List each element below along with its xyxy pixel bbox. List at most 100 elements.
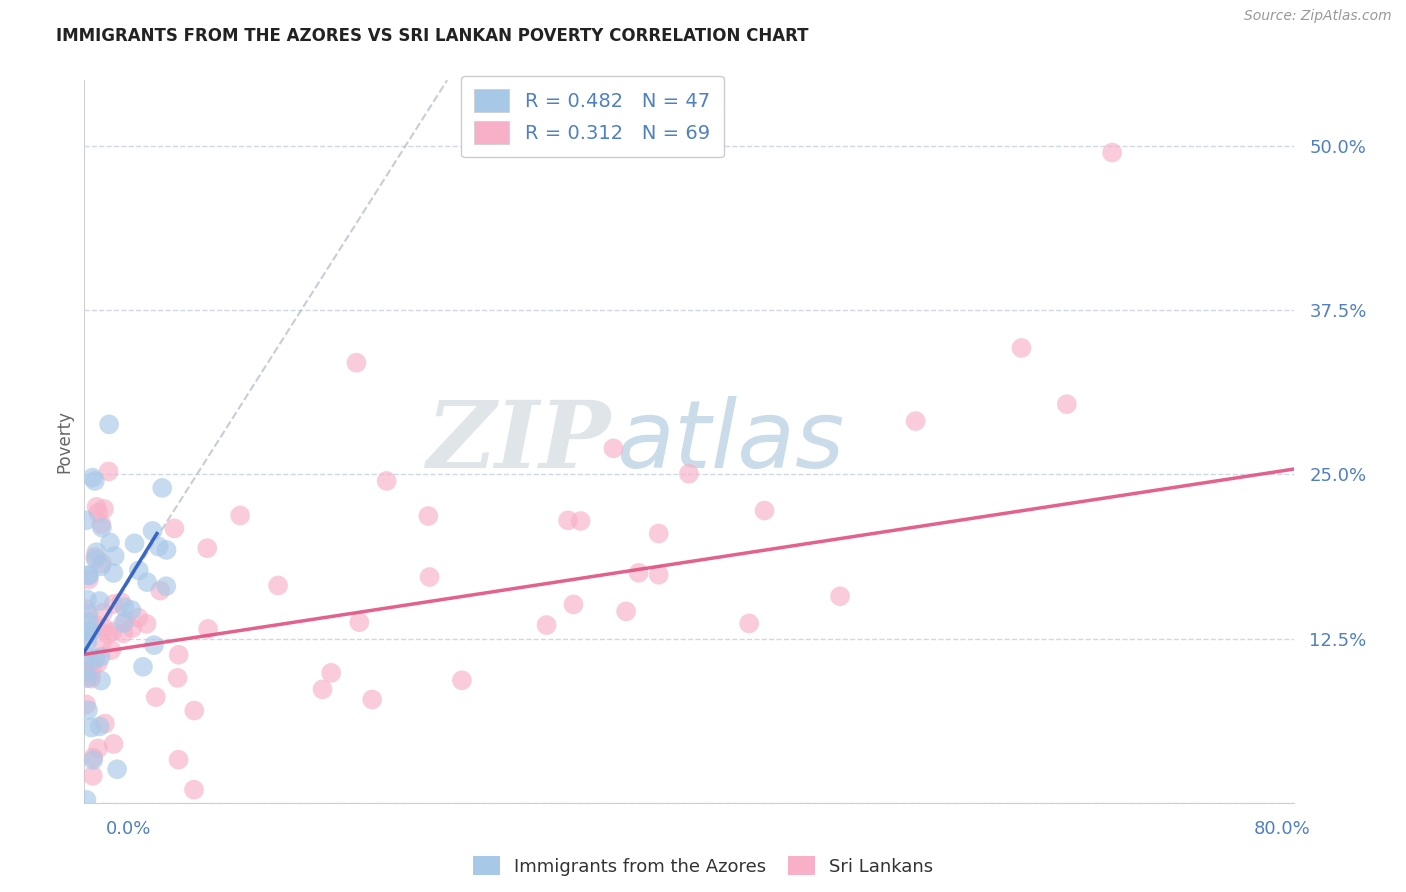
Point xyxy=(114,600,136,615)
Point xyxy=(163,521,186,535)
Point xyxy=(349,615,371,630)
Text: 80.0%: 80.0% xyxy=(1254,820,1310,838)
Point xyxy=(75,513,97,527)
Point xyxy=(80,624,103,639)
Point xyxy=(114,614,136,628)
Point xyxy=(93,621,115,635)
Point xyxy=(90,673,112,688)
Point xyxy=(132,659,155,673)
Point xyxy=(83,474,105,488)
Point xyxy=(75,698,97,712)
Point xyxy=(419,570,441,584)
Point xyxy=(89,719,111,733)
Point xyxy=(267,578,290,592)
Point xyxy=(104,549,127,563)
Point xyxy=(87,741,110,756)
Point xyxy=(77,657,100,672)
Point xyxy=(82,769,104,783)
Point xyxy=(197,622,219,636)
Point xyxy=(183,782,205,797)
Point xyxy=(90,517,112,532)
Point xyxy=(80,662,103,676)
Point xyxy=(79,669,101,683)
Point xyxy=(76,634,98,648)
Point xyxy=(738,616,761,631)
Point xyxy=(167,753,190,767)
Point xyxy=(105,762,128,776)
Text: IMMIGRANTS FROM THE AZORES VS SRI LANKAN POVERTY CORRELATION CHART: IMMIGRANTS FROM THE AZORES VS SRI LANKAN… xyxy=(56,27,808,45)
Point xyxy=(77,568,100,582)
Point xyxy=(75,793,97,807)
Point xyxy=(84,618,107,632)
Point xyxy=(141,524,163,538)
Point xyxy=(84,652,107,666)
Point xyxy=(678,467,700,481)
Point xyxy=(91,606,114,620)
Point xyxy=(120,603,142,617)
Point xyxy=(183,704,205,718)
Point xyxy=(100,643,122,657)
Point xyxy=(150,481,173,495)
Point xyxy=(82,750,104,764)
Point xyxy=(143,638,166,652)
Point xyxy=(103,597,125,611)
Point xyxy=(1101,145,1123,160)
Point xyxy=(76,666,98,681)
Point xyxy=(112,626,135,640)
Point xyxy=(97,465,120,479)
Point xyxy=(77,625,100,640)
Text: 0.0%: 0.0% xyxy=(105,820,150,838)
Point xyxy=(124,536,146,550)
Point xyxy=(90,636,112,650)
Point xyxy=(76,671,98,685)
Point xyxy=(76,630,98,644)
Point xyxy=(148,540,170,554)
Point xyxy=(562,598,585,612)
Point xyxy=(75,602,97,616)
Point xyxy=(904,414,927,428)
Point xyxy=(98,535,121,549)
Point xyxy=(86,545,108,559)
Point xyxy=(128,563,150,577)
Point xyxy=(91,557,114,571)
Point xyxy=(121,621,143,635)
Point xyxy=(311,682,333,697)
Point xyxy=(77,703,100,717)
Point xyxy=(87,506,110,520)
Point xyxy=(361,692,384,706)
Point xyxy=(451,673,474,688)
Point xyxy=(80,672,103,686)
Point xyxy=(82,470,104,484)
Point xyxy=(103,566,125,580)
Point xyxy=(77,848,100,863)
Point xyxy=(195,541,218,556)
Point xyxy=(103,737,125,751)
Point xyxy=(166,671,188,685)
Point xyxy=(84,549,107,564)
Legend: R = 0.482   N = 47, R = 0.312   N = 69: R = 0.482 N = 47, R = 0.312 N = 69 xyxy=(461,76,724,157)
Point xyxy=(155,579,177,593)
Point xyxy=(418,508,440,523)
Point xyxy=(98,417,121,432)
Point xyxy=(569,514,592,528)
Point xyxy=(101,624,124,639)
Text: ZIP: ZIP xyxy=(426,397,610,486)
Point xyxy=(1011,341,1033,355)
Point xyxy=(90,650,112,665)
Point xyxy=(136,575,159,590)
Point xyxy=(93,502,115,516)
Point xyxy=(754,503,776,517)
Point xyxy=(76,648,98,663)
Point xyxy=(75,665,97,679)
Point xyxy=(536,618,558,632)
Point xyxy=(135,616,157,631)
Point xyxy=(76,592,98,607)
Point xyxy=(87,657,110,671)
Point xyxy=(86,500,108,514)
Point xyxy=(648,567,671,582)
Point xyxy=(627,566,650,580)
Point xyxy=(149,583,172,598)
Point xyxy=(375,474,398,488)
Point xyxy=(94,716,117,731)
Point xyxy=(167,648,190,662)
